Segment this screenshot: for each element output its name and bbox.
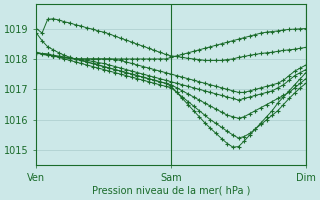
X-axis label: Pression niveau de la mer( hPa ): Pression niveau de la mer( hPa ) [92,186,250,196]
